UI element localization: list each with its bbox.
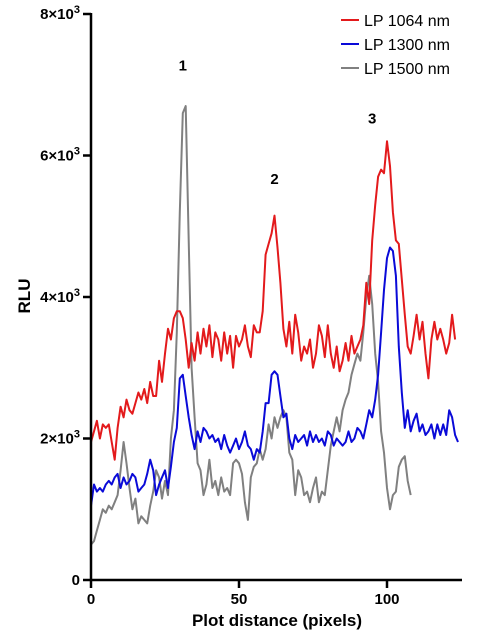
legend-label-0: LP 1064 nm <box>364 13 450 30</box>
peak-annotation-1: 1 <box>179 58 187 75</box>
peak-annotation-3: 3 <box>368 111 376 128</box>
x-tick-label-1: 50 <box>231 591 248 608</box>
x-tick-label-2: 100 <box>374 591 399 608</box>
annotation-layer: 1 2 3 <box>179 58 377 188</box>
axes-layer <box>89 13 462 582</box>
legend-label-2: LP 1500 nm <box>364 61 450 78</box>
y-tick-label-2: 4×103 <box>40 287 80 306</box>
y-tick-label-0: 0 <box>72 572 80 589</box>
series-line-0 <box>90 140 457 461</box>
legend: LP 1064 nm LP 1300 nm LP 1500 nm <box>341 13 450 78</box>
y-tick-label-3: 6×103 <box>40 146 80 165</box>
x-axis-title: Plot distance (pixels) <box>192 611 362 630</box>
x-tick-label-0: 0 <box>87 591 95 608</box>
series-line-2 <box>90 105 412 546</box>
series-layer <box>90 105 459 546</box>
peak-annotation-2: 2 <box>270 171 278 188</box>
ticks-layer: 0 50 100 0 2×103 4×103 6×103 8×103 <box>40 4 399 608</box>
y-axis-title: RLU <box>15 279 34 314</box>
y-tick-label-4: 8×103 <box>40 4 80 23</box>
y-tick-label-1: 2×103 <box>40 429 80 448</box>
series-line-1 <box>90 246 459 506</box>
legend-label-1: LP 1300 nm <box>364 37 450 54</box>
